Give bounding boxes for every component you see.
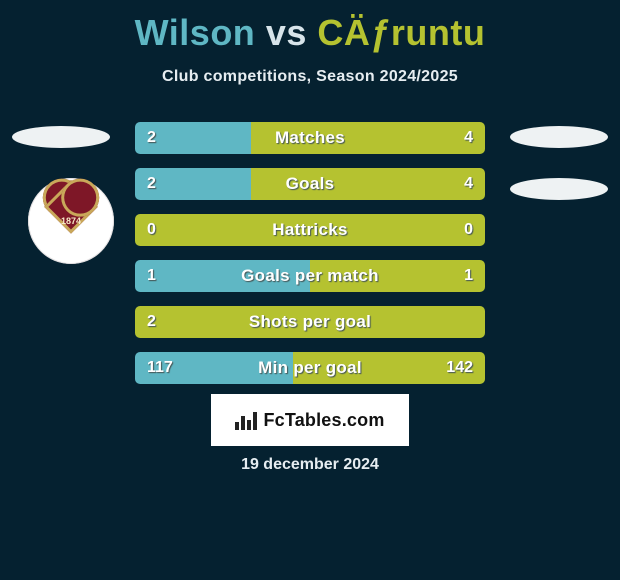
player1-name: Wilson: [135, 12, 256, 53]
comparison-subtitle: Club competitions, Season 2024/2025: [0, 68, 620, 86]
stat-label-goals: Goals: [135, 168, 485, 200]
stat-row-matches: 2 Matches 4: [135, 122, 485, 154]
stat-right-matches: 4: [464, 122, 473, 154]
comparison-title: Wilson vs CÄƒruntu: [0, 0, 620, 54]
stat-row-spg: 2 Shots per goal: [135, 306, 485, 338]
player2-photo-placeholder: [510, 126, 608, 148]
report-date: 19 december 2024: [0, 456, 620, 474]
stats-bars: 2 Matches 4 2 Goals 4 0 Hattricks 0 1 Go…: [135, 122, 485, 398]
club-founded-year: 1874: [61, 216, 81, 226]
stat-label-mpg: Min per goal: [135, 352, 485, 384]
stat-row-hattricks: 0 Hattricks 0: [135, 214, 485, 246]
stat-right-mpg: 142: [446, 352, 473, 384]
player1-photo-placeholder: [12, 126, 110, 148]
stat-label-gpm: Goals per match: [135, 260, 485, 292]
stat-row-goals: 2 Goals 4: [135, 168, 485, 200]
stat-label-matches: Matches: [135, 122, 485, 154]
site-name: FcTables.com: [263, 410, 384, 431]
stat-row-gpm: 1 Goals per match 1: [135, 260, 485, 292]
player2-name: CÄƒruntu: [317, 12, 485, 53]
vs-label: vs: [266, 12, 307, 53]
bars-icon: [235, 410, 257, 430]
player1-club-badge: 1874: [28, 178, 114, 264]
site-logo: FcTables.com: [211, 394, 409, 446]
stat-right-goals: 4: [464, 168, 473, 200]
stat-label-hattricks: Hattricks: [135, 214, 485, 246]
stat-right-hattricks: 0: [464, 214, 473, 246]
player2-club-placeholder: [510, 178, 608, 200]
stat-label-spg: Shots per goal: [135, 306, 485, 338]
stat-row-mpg: 117 Min per goal 142: [135, 352, 485, 384]
stat-right-gpm: 1: [464, 260, 473, 292]
